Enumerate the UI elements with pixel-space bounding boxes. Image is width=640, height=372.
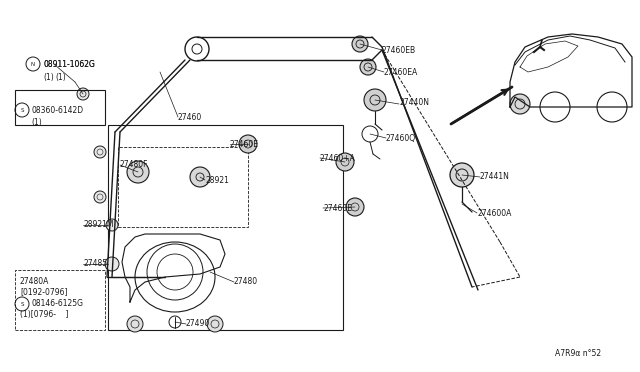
Text: (1): (1) [55, 73, 66, 81]
Circle shape [94, 191, 106, 203]
Text: A7R9α n°52: A7R9α n°52 [555, 350, 601, 359]
Bar [15, 90, 105, 125]
Circle shape [77, 88, 89, 100]
Text: 08911-1062G: 08911-1062G [43, 60, 95, 68]
Circle shape [190, 167, 210, 187]
Circle shape [336, 153, 354, 171]
Text: S: S [20, 301, 24, 307]
Text: (1)[0796-    ]: (1)[0796- ] [20, 311, 68, 320]
Circle shape [346, 198, 364, 216]
Text: 27480: 27480 [234, 278, 258, 286]
Text: [0192-0796]: [0192-0796] [20, 288, 67, 296]
Text: 27480A: 27480A [20, 276, 49, 285]
Circle shape [510, 94, 530, 114]
Text: 27441N: 27441N [480, 171, 510, 180]
Circle shape [127, 161, 149, 183]
Text: 27460EA: 27460EA [384, 67, 419, 77]
Text: 27460E: 27460E [230, 140, 259, 148]
Text: 27460E: 27460E [323, 203, 352, 212]
Text: 27460EB: 27460EB [382, 45, 416, 55]
Text: 27485: 27485 [83, 260, 107, 269]
Circle shape [127, 316, 143, 332]
Text: 08911-1062G: 08911-1062G [43, 60, 95, 68]
Circle shape [239, 135, 257, 153]
Circle shape [352, 36, 368, 52]
Text: 274600A: 274600A [477, 208, 511, 218]
Text: 27440N: 27440N [399, 97, 429, 106]
Circle shape [106, 219, 118, 231]
Circle shape [450, 163, 474, 187]
Text: 27460+A: 27460+A [320, 154, 356, 163]
Text: 27490: 27490 [186, 320, 211, 328]
Circle shape [364, 89, 386, 111]
Text: N: N [31, 61, 35, 67]
Text: 27460: 27460 [178, 112, 202, 122]
Text: S: S [20, 108, 24, 112]
Circle shape [94, 146, 106, 158]
Text: 27480F: 27480F [120, 160, 148, 169]
Text: (1): (1) [31, 118, 42, 126]
Text: 08360-6142D: 08360-6142D [31, 106, 83, 115]
Text: 28921M: 28921M [83, 219, 113, 228]
Circle shape [105, 257, 119, 271]
Text: (1): (1) [43, 73, 54, 81]
Circle shape [360, 59, 376, 75]
Circle shape [207, 316, 223, 332]
Text: 27460Q: 27460Q [386, 134, 416, 142]
Bar [108, 125, 343, 330]
Text: 28921: 28921 [205, 176, 229, 185]
Bar [118, 147, 248, 227]
Text: 08146-6125G: 08146-6125G [31, 299, 83, 308]
Bar [15, 270, 105, 330]
